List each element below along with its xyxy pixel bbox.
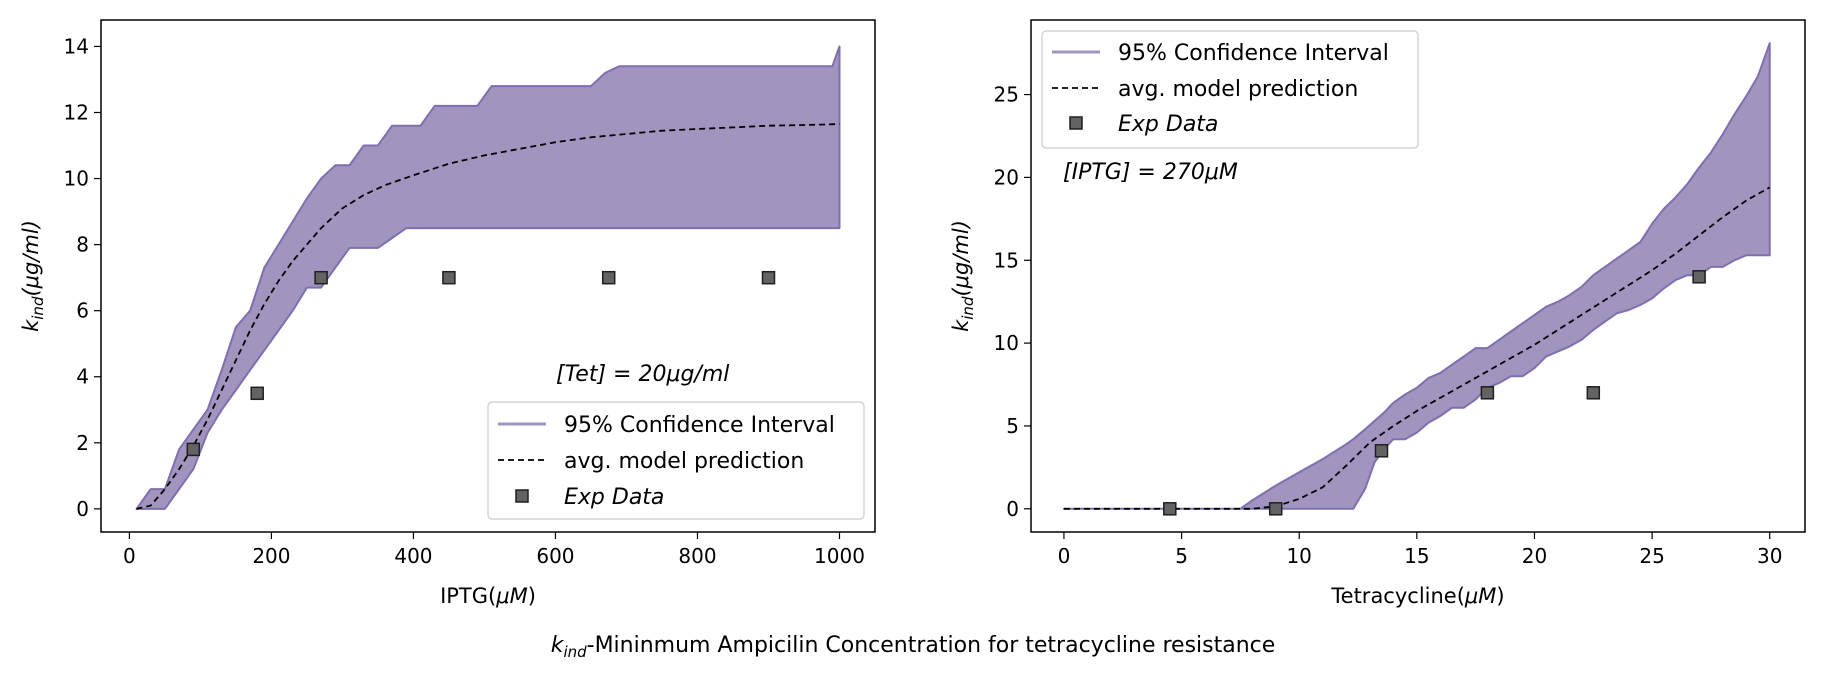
right-y-tick-label: 10 [994, 331, 1019, 355]
right-confidence-band [1062, 42, 1771, 510]
figure-caption: kind-Mininmum Ampicilin Concentration fo… [551, 633, 1276, 661]
right-x-tick-label: 5 [1175, 544, 1188, 568]
left-exp-data-point [761, 270, 776, 285]
right-plot-area [1062, 42, 1771, 516]
right-legend-marker-swatch [1069, 116, 1083, 130]
left-exp-data-point [442, 270, 456, 285]
left-y-tick-label: 10 [64, 167, 89, 191]
right-exp-data-point [1163, 502, 1177, 516]
left-model-prediction-line [136, 123, 840, 510]
right-x-tick-label: 25 [1639, 544, 1664, 568]
right-condition-annotation: [IPTG] = 270μM [1063, 160, 1238, 185]
left-y-tick-label: 4 [76, 365, 89, 389]
left-condition-annotation: [Tet] = 20μg/ml [556, 362, 729, 387]
right-x-tick-label: 30 [1757, 544, 1782, 568]
left-legend-label-model: avg. model prediction [564, 449, 804, 474]
left-x-tick-label: 0 [123, 544, 136, 568]
left-confidence-band [135, 45, 841, 510]
left-x-axis-label: IPTG(μM) [440, 584, 536, 608]
right-axes-frame [1030, 19, 1806, 533]
right-x-tick-label: 20 [1522, 544, 1547, 568]
right-exp-data-point [1692, 270, 1706, 284]
left-plot-area [135, 45, 841, 510]
left-axes-frame [100, 19, 876, 533]
left-legend-label-exp: Exp Data [564, 485, 664, 510]
left-exp-data-point [186, 442, 201, 457]
right-model-prediction-line [1063, 186, 1771, 510]
right-x-axis-label: Tetracycline(μM) [1330, 584, 1504, 608]
right-legend-label-model: avg. model prediction [1118, 77, 1358, 102]
left-x-tick-label: 600 [536, 544, 574, 568]
left-exp-data-point [250, 386, 264, 401]
right-x-tick-label: 10 [1286, 544, 1311, 568]
right-exp-data-point [1374, 444, 1389, 458]
right-legend: 95% Confidence Interval avg. model predi… [1041, 30, 1419, 149]
right-y-axis-label: kind(μg/ml) [949, 220, 977, 332]
left-y-tick-label: 12 [64, 100, 89, 124]
left-panel: 0 200 400 600 800 1000 0 2 4 6 8 10 12 14 IPTG(μM) ki… [19, 19, 876, 608]
left-exp-data-point [601, 270, 616, 285]
left-y-tick-label: 14 [64, 34, 89, 58]
left-y-tick-label: 6 [76, 299, 89, 323]
left-y-axis-label: kind(μg/ml) [19, 220, 47, 332]
right-x-tick-label: 15 [1404, 544, 1429, 568]
left-legend: 95% Confidence Interval avg. model predi… [487, 401, 865, 520]
left-y-tick-label: 2 [76, 431, 89, 455]
left-x-tick-label: 1000 [814, 544, 865, 568]
right-legend-box [1041, 30, 1419, 149]
right-ticks: 0 5 10 15 20 25 30 0 5 10 15 20 25 [994, 83, 1783, 568]
left-legend-box [487, 401, 865, 520]
right-legend-label-exp: Exp Data [1118, 112, 1218, 137]
right-exp-data-point [1480, 386, 1495, 400]
right-y-tick-label: 25 [994, 83, 1019, 107]
left-ticks: 0 200 400 600 800 1000 0 2 4 6 8 10 12 14 [64, 34, 865, 568]
left-exp-data-point [314, 270, 328, 285]
right-legend-label-ci: 95% Confidence Interval [1118, 41, 1389, 66]
right-exp-data-point [1268, 502, 1283, 516]
left-legend-label-ci: 95% Confidence Interval [564, 413, 835, 438]
left-x-tick-label: 800 [678, 544, 716, 568]
right-y-tick-label: 5 [1006, 414, 1019, 438]
left-y-tick-label: 8 [76, 233, 89, 257]
right-x-tick-label: 0 [1058, 544, 1071, 568]
right-y-tick-label: 0 [1006, 497, 1019, 521]
right-y-tick-label: 20 [994, 165, 1019, 189]
right-y-tick-label: 15 [994, 248, 1019, 272]
left-y-tick-label: 0 [76, 497, 89, 521]
left-x-tick-label: 200 [252, 544, 290, 568]
right-exp-data-point [1586, 386, 1601, 400]
left-legend-marker-swatch [515, 489, 529, 503]
left-x-tick-label: 400 [394, 544, 432, 568]
